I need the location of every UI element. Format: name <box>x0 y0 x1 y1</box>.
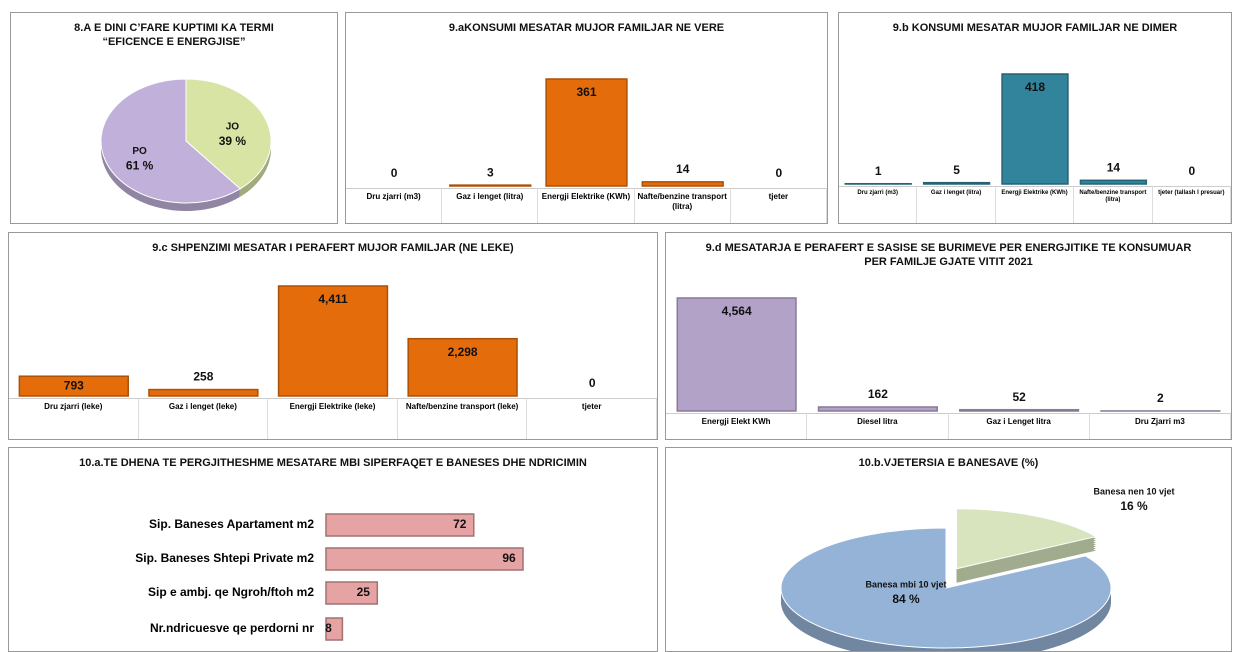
y-tick-label: Nr.ndricuesve qe perdorni nr <box>149 621 314 635</box>
value-label: 0 <box>589 376 596 390</box>
y-tick-label: Sip. Baneses Apartament m2 <box>149 517 314 531</box>
slice-label: Banesa nen 10 vjet <box>1093 486 1174 496</box>
slice-value: 16 % <box>1120 499 1148 513</box>
chart-plot: 4,564 162 52 2 <box>676 297 1221 412</box>
value-label: 52 <box>1012 390 1026 404</box>
chart-plot: 793 258 4,411 2,298 0 <box>18 285 596 397</box>
value-label: 4,564 <box>722 304 752 318</box>
chart-plot: 72 96 25 8 <box>325 513 524 641</box>
value-label: 258 <box>193 370 213 384</box>
bar <box>922 181 991 185</box>
value-label: 8 <box>325 621 332 635</box>
x-tick-label: Energji Elektrike (leke) <box>268 398 398 439</box>
bar <box>817 406 938 412</box>
chart-panel: 1 5 418 14 0 9.b KONSUMI MESATAR MUJOR FAMILJ… <box>838 12 1232 224</box>
bar <box>641 181 724 187</box>
bar <box>148 388 259 397</box>
chart-panel: 72 96 25 8 10.a.TE DHENA TE PERGJITHESHME ME… <box>8 447 658 652</box>
chart-title: 9.d MESATARJA E PERAFERT E SASISE SE BUR… <box>705 242 1192 268</box>
y-tick-label: Sip. Baneses Shtepi Private m2 <box>135 551 314 565</box>
bar <box>325 513 475 537</box>
value-label: 25 <box>357 585 371 599</box>
value-label: 14 <box>1107 160 1121 174</box>
x-tick-label: Energji Elektrike (KWh) <box>995 186 1075 223</box>
slice-value: 61 % <box>126 158 154 172</box>
bar <box>18 375 129 397</box>
chart-title: 10.a.TE DHENA TE PERGJITHESHME MESATARE … <box>79 457 587 469</box>
value-label: 361 <box>576 85 596 99</box>
chart-title: 9.c SHPENZIMI MESATAR I PERAFERT MUJOR F… <box>152 242 514 254</box>
x-tick-label: tjeter <box>730 188 827 223</box>
chart-title: 9.aKONSUMI MESATAR MUJOR FAMILJAR NE VER… <box>448 22 725 34</box>
value-label: 418 <box>1025 80 1045 94</box>
bar <box>676 297 797 412</box>
slice <box>956 508 1098 570</box>
bar <box>449 184 532 187</box>
slice-value: 39 % <box>219 134 247 148</box>
x-tick-label: Gaz i Lenget litra <box>948 413 1090 439</box>
x-tick-label: Gaz i lenget (leke) <box>138 398 269 439</box>
x-tick-label: Energji Elekt KWh <box>666 413 808 439</box>
bar <box>325 547 524 571</box>
chart-panel: JO 39 % PO 61 % 8.A E DINI C’FARE KUPTIMI KA… <box>10 12 338 224</box>
chart-plot: 1 5 418 14 0 <box>844 73 1195 185</box>
bar <box>1001 73 1069 185</box>
slice <box>185 78 272 190</box>
slice-label: PO <box>132 146 147 157</box>
chart-panel: Banesa nen 10 vjet 16 % Banesa mbi 10 vjet… <box>665 447 1232 652</box>
x-tick-label: Nafte/benzine transport (litra) <box>1074 186 1153 223</box>
x-tick-label: Nafte/benzine transport (leke) <box>397 398 528 439</box>
chart-title: 8.A E DINI C’FARE KUPTIMI KA TERMI “EFIC… <box>74 22 274 48</box>
chart-plot: Banesa nen 10 vjet 16 % Banesa mbi 10 vjet… <box>780 486 1175 651</box>
chart-panel: 793 258 4,411 2,298 0 9.c SHPENZIMI MESATAR I… <box>8 232 658 440</box>
x-tick-label: Gaz i lenget (litra) <box>917 186 996 223</box>
slice-label: Banesa mbi 10 vjet <box>865 579 946 589</box>
x-tick-label: Nafte/benzine transport (litra) <box>634 188 731 223</box>
chart-panel: 0 3 361 14 0 9.aKONSUMI MESATAR MUJOR FAMILJA… <box>345 12 828 224</box>
y-tick-label: Sip e ambj. qe Ngroh/ftoh m2 <box>147 585 314 599</box>
value-label: 4,411 <box>318 292 348 306</box>
value-label: 0 <box>776 166 783 180</box>
slice-value: 84 % <box>892 592 920 606</box>
chart-title: 10.b.VJETERSIA E BANESAVE (%) <box>858 457 1039 469</box>
slice <box>780 527 1112 649</box>
value-label: 0 <box>391 166 398 180</box>
value-label: 793 <box>64 378 84 392</box>
x-tick-label: tjeter (tallash I presuar) <box>1152 186 1231 223</box>
x-tick-label: Energji Elektrike (KWh) <box>538 188 635 223</box>
x-tick-label: Diesel litra <box>807 413 949 439</box>
x-tick-label: tjeter <box>527 398 657 439</box>
value-label: 72 <box>453 517 467 531</box>
bar <box>325 581 379 605</box>
x-tick-label: Dru zjarri (m3) <box>839 186 918 223</box>
chart-plot: 0 3 361 14 0 <box>391 78 783 187</box>
bar <box>545 78 628 187</box>
chart-panel: 4,564 162 52 2 9.d MESATARJA E PERAFERT E SA… <box>665 232 1232 440</box>
value-label: 96 <box>502 551 516 565</box>
bar <box>959 408 1080 412</box>
value-label: 2 <box>1157 391 1164 405</box>
value-label: 3 <box>487 165 494 179</box>
x-tick-label: Dru zjarri (leke) <box>9 398 139 439</box>
value-label: 5 <box>953 163 960 177</box>
slice-label: JO <box>226 121 240 132</box>
value-label: 162 <box>868 387 888 401</box>
x-tick-label: Dru zjarri (m3) <box>346 188 443 223</box>
bar <box>1079 179 1148 185</box>
bar <box>325 617 344 641</box>
value-label: 2,298 <box>448 345 478 359</box>
x-tick-label: Gaz i lenget (litra) <box>442 188 539 223</box>
value-label: 0 <box>1188 164 1195 178</box>
x-tick-label: Dru Zjarri m3 <box>1089 413 1231 439</box>
chart-title: 9.b KONSUMI MESATAR MUJOR FAMILJAR NE DI… <box>892 22 1178 34</box>
value-label: 1 <box>875 164 882 178</box>
bar <box>407 337 518 397</box>
slice <box>100 78 242 204</box>
bar <box>277 285 389 397</box>
value-label: 14 <box>676 162 690 176</box>
